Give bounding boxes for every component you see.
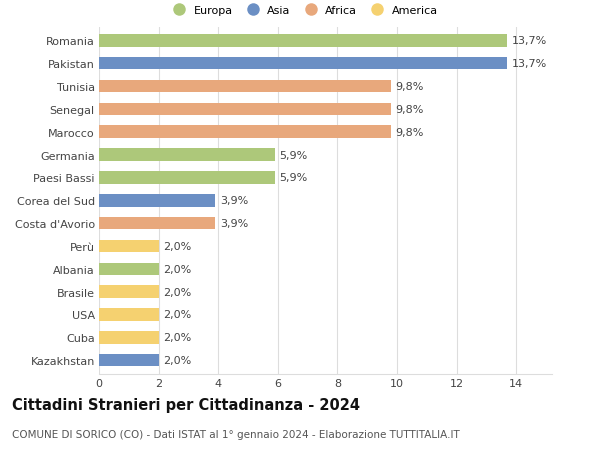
Bar [99, 195, 215, 207]
Bar [99, 35, 507, 47]
Text: 2,0%: 2,0% [163, 333, 191, 342]
Text: 2,0%: 2,0% [163, 241, 191, 252]
Bar [99, 331, 158, 344]
Text: 3,9%: 3,9% [220, 196, 248, 206]
Bar [99, 172, 275, 184]
Text: 5,9%: 5,9% [280, 173, 308, 183]
Text: 13,7%: 13,7% [512, 36, 547, 46]
Text: 2,0%: 2,0% [163, 287, 191, 297]
Bar [99, 80, 391, 93]
Bar [99, 218, 215, 230]
Bar [99, 354, 158, 367]
Bar [99, 308, 158, 321]
Text: 3,9%: 3,9% [220, 218, 248, 229]
Text: Cittadini Stranieri per Cittadinanza - 2024: Cittadini Stranieri per Cittadinanza - 2… [12, 397, 360, 412]
Bar [99, 263, 158, 275]
Legend: Europa, Asia, Africa, America: Europa, Asia, Africa, America [166, 4, 440, 18]
Text: 5,9%: 5,9% [280, 150, 308, 160]
Text: COMUNE DI SORICO (CO) - Dati ISTAT al 1° gennaio 2024 - Elaborazione TUTTITALIA.: COMUNE DI SORICO (CO) - Dati ISTAT al 1°… [12, 429, 460, 439]
Bar [99, 58, 507, 70]
Bar [99, 286, 158, 298]
Bar [99, 126, 391, 139]
Text: 9,8%: 9,8% [395, 82, 424, 92]
Text: 9,8%: 9,8% [395, 105, 424, 115]
Text: 2,0%: 2,0% [163, 264, 191, 274]
Bar [99, 103, 391, 116]
Text: 13,7%: 13,7% [512, 59, 547, 69]
Text: 2,0%: 2,0% [163, 310, 191, 320]
Bar [99, 240, 158, 253]
Bar [99, 149, 275, 162]
Text: 2,0%: 2,0% [163, 355, 191, 365]
Text: 9,8%: 9,8% [395, 128, 424, 137]
